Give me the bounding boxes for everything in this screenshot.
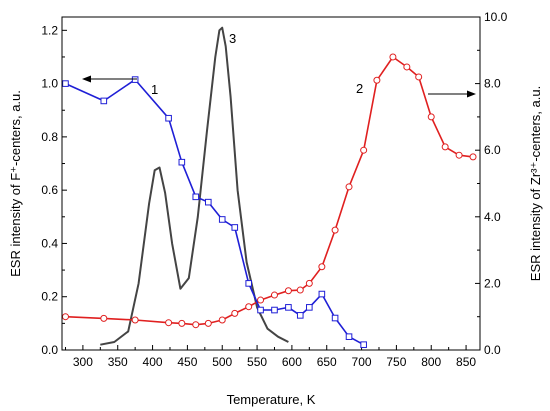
series-2-point [469, 153, 477, 161]
right-y-tick-label: 8.0 [484, 77, 501, 91]
x-tick-label: 350 [108, 355, 128, 369]
series-1-point [165, 114, 172, 122]
left-y-tick-label: 0.6 [41, 183, 58, 197]
x-tick-label: 650 [317, 355, 337, 369]
right-y-tick-label: 0.0 [484, 343, 501, 357]
series-2-point [192, 321, 200, 329]
series-2-label: 2 [356, 81, 363, 96]
series-2-point [257, 296, 265, 304]
series-2-point [296, 286, 304, 294]
right-y-axis-title: ESR intensity of Zr³⁺-centers, a.u. [528, 86, 543, 281]
left-y-tick-label: 0.0 [41, 343, 58, 357]
series-layer [61, 26, 477, 348]
series-1-point [205, 198, 212, 206]
x-tick-label: 400 [143, 355, 163, 369]
right-y-tick-label: 6.0 [484, 143, 501, 157]
left-y-tick-label: 1.0 [41, 77, 58, 91]
series-2-point [61, 313, 69, 321]
series-2-point [218, 316, 226, 324]
annotations: 1 2 3 [82, 31, 476, 98]
right-y-tick-labels: 0.0 2.0 4.0 6.0 8.0 10.0 [484, 10, 508, 357]
series-1-point [100, 97, 108, 105]
series-2-point [100, 314, 108, 322]
series-1-point [345, 333, 353, 340]
series-1-point [218, 216, 226, 223]
series-2-point [345, 183, 353, 191]
x-tick-label: 850 [456, 355, 476, 369]
series-2-point [331, 226, 339, 234]
series-1-point [192, 193, 200, 201]
series-1-point [231, 224, 239, 231]
x-tick-label: 700 [352, 355, 372, 369]
right-y-tick-label: 4.0 [484, 210, 501, 224]
series-2-point [360, 146, 368, 154]
series-2-point [389, 53, 397, 61]
series-2-point [165, 319, 173, 327]
left-y-tick-labels: 0.0 0.2 0.4 0.6 0.8 1.0 1.2 [41, 23, 58, 357]
series-2-point [427, 113, 435, 121]
series-2-point [284, 287, 292, 295]
series-1-point [131, 76, 139, 83]
series-1-point [178, 158, 186, 166]
series-1 [62, 76, 367, 348]
series-2 [61, 53, 477, 329]
series-1-point [245, 280, 253, 287]
left-axis-arrowhead-1 [82, 75, 91, 83]
series-2-point [403, 63, 411, 71]
series-2-point [270, 291, 278, 299]
series-1-point [257, 306, 264, 314]
series-2-point [305, 279, 313, 287]
right-axis-arrowhead-2 [467, 90, 476, 98]
left-y-tick-label: 0.8 [41, 130, 58, 144]
x-tick-labels: 300 350 400 450 500 550 600 650 700 750 800 850 [73, 355, 477, 369]
series-2-point [373, 76, 381, 84]
x-tick-label: 550 [247, 355, 267, 369]
series-2-point [415, 73, 423, 81]
right-y-tick-label: 2.0 [484, 276, 501, 290]
plot-frame [61, 16, 481, 351]
series-1-point [360, 341, 367, 348]
series-2-point [245, 303, 253, 311]
series-2-point [231, 309, 239, 317]
x-tick-label: 500 [212, 355, 232, 369]
left-y-tick-label: 0.2 [41, 290, 58, 304]
series-2-point [455, 151, 463, 159]
x-axis-title: Temperature, K [227, 392, 316, 407]
series-1-point [306, 304, 313, 311]
x-tick-label: 800 [421, 355, 441, 369]
series-1-point [285, 304, 292, 311]
series-2-point [178, 319, 186, 327]
series-3-label: 3 [229, 31, 236, 46]
series-2-point [204, 319, 212, 327]
x-tick-label: 300 [73, 355, 93, 369]
series-2-point [318, 263, 326, 271]
series-2-point [131, 316, 139, 324]
series-3 [100, 26, 289, 346]
series-1-point [296, 312, 304, 319]
series-1-line [65, 78, 365, 346]
series-1-point [271, 306, 278, 314]
series-1-label: 1 [151, 82, 158, 97]
series-2-point [441, 143, 449, 151]
right-y-tick-label: 10.0 [484, 10, 508, 24]
x-tick-label: 600 [282, 355, 302, 369]
x-tick-label: 750 [386, 355, 406, 369]
left-y-tick-label: 1.2 [41, 23, 58, 37]
series-1-point [62, 80, 69, 87]
tick-marks-layer [62, 16, 480, 351]
x-tick-label: 450 [177, 355, 197, 369]
series-3-line [100, 26, 289, 346]
series-1-point [331, 314, 339, 322]
series-1-point [318, 290, 326, 298]
left-y-axis-title: ESR intensity of F⁺-centers, a.u. [8, 90, 23, 277]
left-y-tick-label: 0.4 [41, 236, 58, 250]
series-2-line [65, 56, 474, 326]
